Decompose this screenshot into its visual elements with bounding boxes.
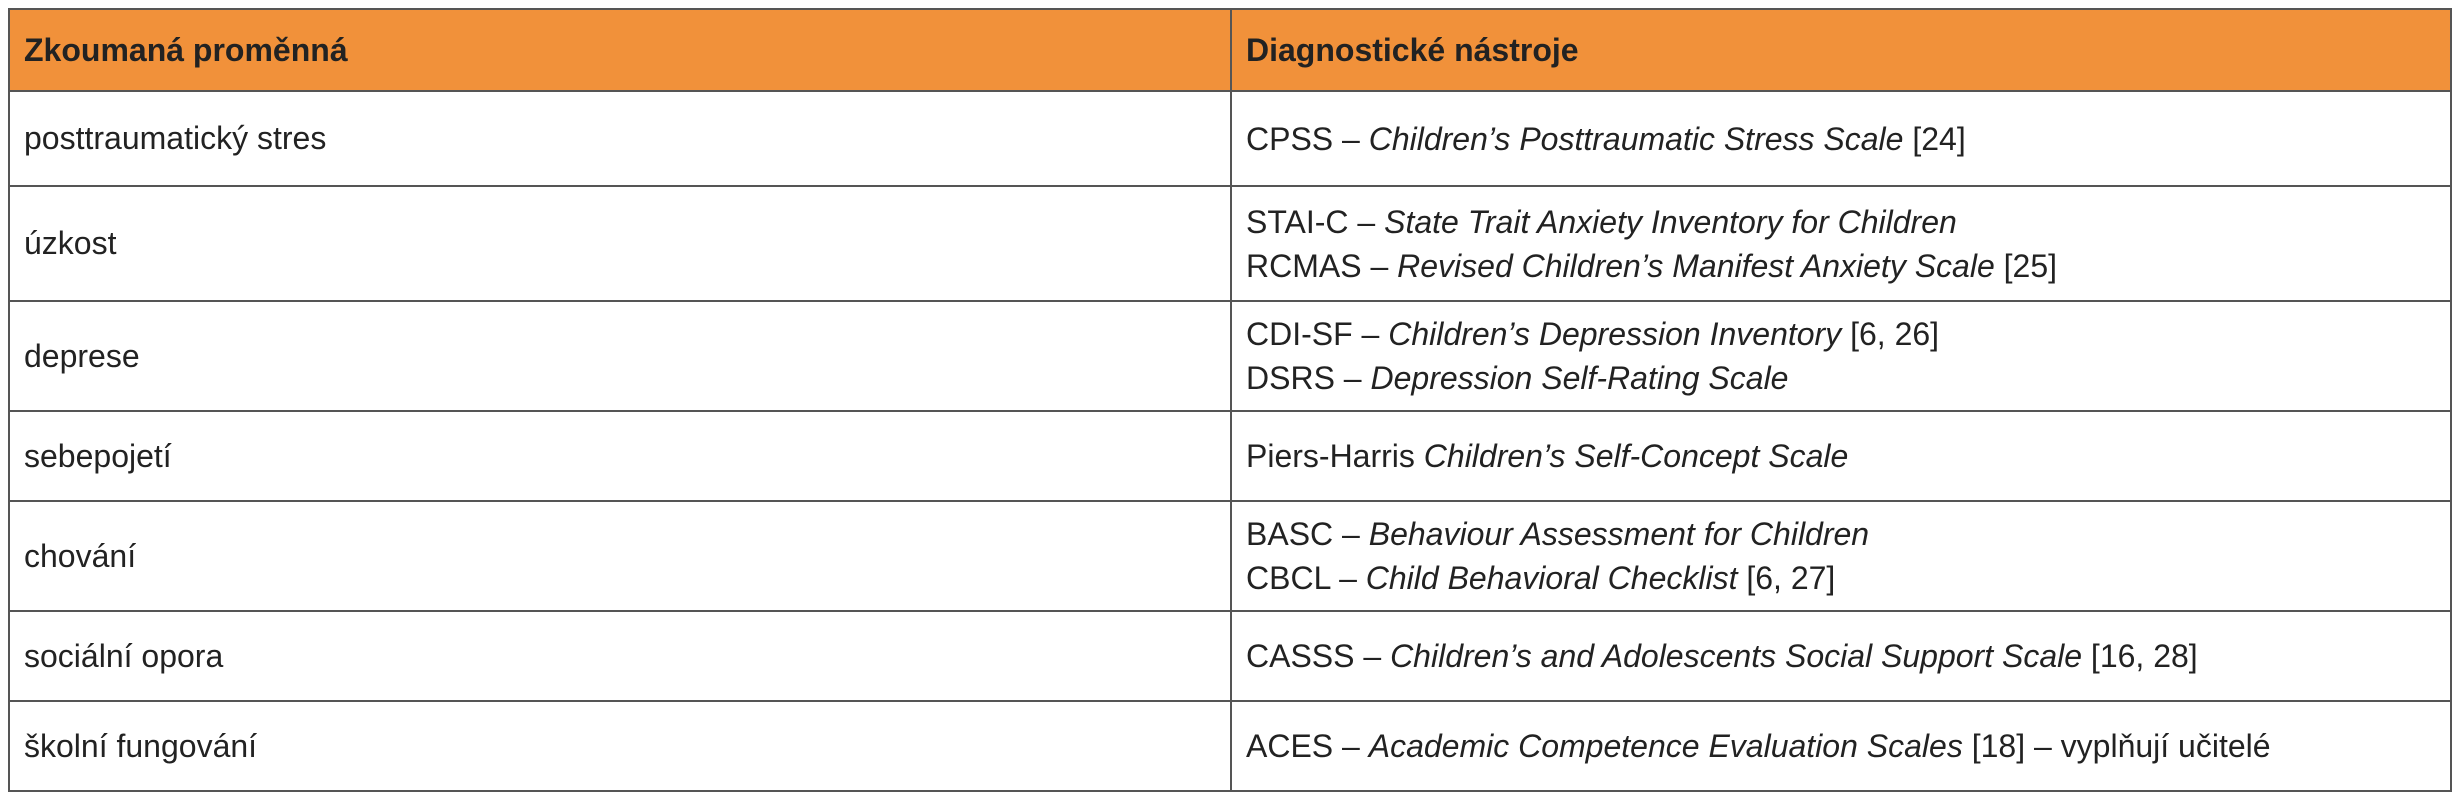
column-header: Diagnostické nástroje [1230,8,2452,92]
instrument-line: CASSS – Children’s and Adolescents Socia… [1246,634,2436,678]
instrument-cell: Piers-Harris Children’s Self-Concept Sca… [1230,410,2452,502]
instrument-text: BASC – [1246,516,1369,552]
instrument-line: ACES – Academic Competence Evaluation Sc… [1246,724,2436,768]
instrument-text: Piers-Harris [1246,438,1424,474]
instrument-name: Revised Children’s Manifest Anxiety Scal… [1397,247,1995,284]
instrument-name: Depression Self-Rating Scale [1370,360,1789,396]
instrument-text: CDI-SF – [1246,316,1389,352]
table-body: posttraumatický stres CPSS – Children’s P… [8,90,2452,792]
instrument-cell: CPSS – Children’s Posttraumatic Stress S… [1230,90,2452,187]
table-row: posttraumatický stres CPSS – Children’s P… [8,90,2452,187]
column-header: Zkoumaná proměnná [8,8,1232,92]
instrument-text: [18] – vyplňují učitelé [1962,728,2271,764]
instrument-text: CASSS – [1246,638,1391,674]
instrument-line: CDI-SF – Children’s Depression Inventory… [1246,312,2436,356]
table-row: úzkost STAI-C – State Trait Anxiety Inven… [8,185,2452,302]
variable-cell: sebepojetí [8,410,1232,502]
instrument-line: RCMAS – Revised Children’s Manifest Anxi… [1246,244,2436,288]
instrument-cell: ACES – Academic Competence Evaluation Sc… [1230,700,2452,792]
instrument-line: CBCL – Child Behavioral Checklist [6, 27… [1246,556,2436,600]
instrument-text: [25] [1994,247,2058,284]
instrument-text: STAI-C – [1246,203,1385,240]
instrument-text: [16, 28] [2082,638,2198,674]
instrument-text: RCMAS – [1246,247,1398,284]
table-row: sociální opora CASSS – Children’s and Ado… [8,610,2452,702]
table-row: sebepojetí Piers-Harris Children’s Self-C… [8,410,2452,502]
instrument-text: [6, 26] [1841,316,1940,352]
table-head: Zkoumaná proměnná Diagnostické nástroje [8,8,2452,92]
variable-cell: úzkost [8,185,1232,302]
instrument-line: CPSS – Children’s Posttraumatic Stress S… [1246,117,2436,161]
instrument-text: CBCL – [1246,560,1366,596]
instrument-name: Children’s Self-Concept Scale [1423,438,1849,474]
instrument-text: CPSS – [1246,120,1369,157]
header-row: Zkoumaná proměnná Diagnostické nástroje [8,8,2452,92]
table-row: chování BASC – Behaviour Assessment for C… [8,500,2452,612]
instrument-name: State Trait Anxiety Inventory for Childr… [1384,203,1957,240]
instrument-cell: CDI-SF – Children’s Depression Inventory… [1230,300,2452,412]
instrument-text: [24] [1903,120,1966,157]
instrument-name: Children’s Depression Inventory [1388,316,1842,352]
instrument-name: Academic Competence Evaluation Scales [1368,728,1963,764]
instrument-cell: BASC – Behaviour Assessment for Children… [1230,500,2452,612]
data-table: Zkoumaná proměnná Diagnostické nástroje … [8,8,2452,792]
instrument-cell: STAI-C – State Trait Anxiety Inventory f… [1230,185,2452,302]
instrument-text: [6, 27] [1737,560,1836,596]
instrument-line: Piers-Harris Children’s Self-Concept Sca… [1246,434,2436,478]
table-row: školní fungování ACES – Academic Competen… [8,700,2452,792]
variable-cell: posttraumatický stres [8,90,1232,187]
instrument-text: ACES – [1246,728,1369,764]
variable-cell: deprese [8,300,1232,412]
instrument-name: Child Behavioral Checklist [1365,560,1738,596]
instrument-line: BASC – Behaviour Assessment for Children [1246,512,2436,556]
instrument-cell: CASSS – Children’s and Adolescents Socia… [1230,610,2452,702]
variable-cell: sociální opora [8,610,1232,702]
table-row: deprese CDI-SF – Children’s Depression In… [8,300,2452,412]
instrument-name: Behaviour Assessment for Children [1368,516,1870,552]
instrument-name: Children’s and Adolescents Social Suppor… [1390,638,2083,674]
instrument-line: DSRS – Depression Self-Rating Scale [1246,356,2436,400]
variable-cell: chování [8,500,1232,612]
instrument-name: Children’s Posttraumatic Stress Scale [1368,120,1904,157]
instrument-text: DSRS – [1246,360,1371,396]
variable-cell: školní fungování [8,700,1232,792]
instrument-line: STAI-C – State Trait Anxiety Inventory f… [1246,200,2436,244]
